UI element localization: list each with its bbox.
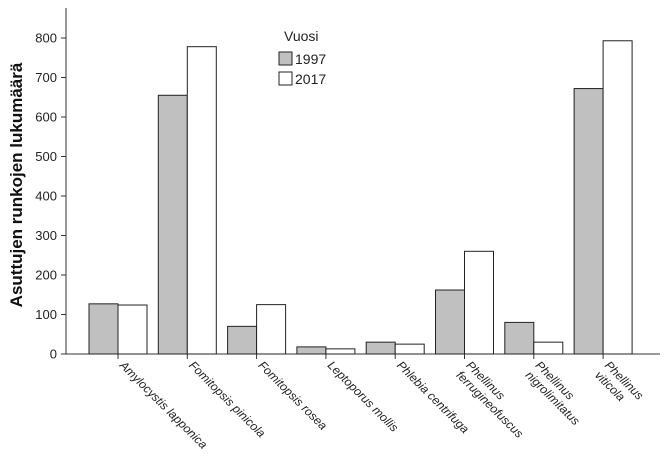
- bar-1997: [435, 289, 465, 355]
- category-label-line: Fomitopsis pinicola: [186, 358, 268, 440]
- legend-swatch-1997: [278, 51, 293, 66]
- category-label-line: Fomitopsis rosea: [255, 358, 330, 433]
- legend-swatch-2017: [278, 71, 293, 86]
- category-label: Leptoporus mollis: [325, 358, 401, 434]
- category-label: Fomitopsis rosea: [255, 358, 330, 433]
- y-axis-label: Asuttujen runkojen lukumäärä: [7, 62, 26, 307]
- y-tick-label: 300: [35, 228, 57, 243]
- category-label: Phellinusviticola: [592, 358, 646, 412]
- bars: [88, 40, 633, 355]
- legend-label-1997: 1997: [295, 51, 326, 67]
- axes: 0 100 200 300 400 500 600 700 800: [35, 8, 660, 362]
- y-tick-label: 100: [35, 307, 57, 322]
- bar-1997: [157, 94, 188, 355]
- y-tick-label: 800: [35, 31, 57, 46]
- bar-2017: [256, 304, 287, 355]
- legend-title: Vuosi: [284, 28, 319, 44]
- bar-1997: [227, 325, 258, 355]
- bar-2017: [602, 40, 633, 355]
- y-tick-label: 700: [35, 70, 57, 85]
- category-label: Fomitopsis pinicola: [186, 358, 268, 440]
- y-tick-label: 600: [35, 110, 57, 125]
- y-tick-label: 200: [35, 268, 57, 283]
- legend: Vuosi 1997 2017: [278, 28, 326, 87]
- bar-2017: [394, 343, 425, 355]
- bar-1997: [296, 346, 327, 355]
- category-label: Phellinusnigrolimitatus: [523, 358, 593, 428]
- y-tick-label: 0: [50, 347, 57, 362]
- bar-1997: [88, 303, 119, 355]
- bar-1997: [365, 341, 396, 355]
- bar-2017: [117, 304, 148, 355]
- bar-2017: [186, 46, 217, 355]
- bar-1997: [504, 321, 535, 355]
- legend-label-2017: 2017: [295, 71, 326, 87]
- y-tick-label: 500: [35, 149, 57, 164]
- category-label-line: Leptoporus mollis: [325, 358, 401, 434]
- bar-2017: [464, 250, 494, 355]
- bar-2017: [533, 341, 564, 355]
- bar-1997: [573, 88, 604, 355]
- y-tick-label: 400: [35, 189, 57, 204]
- bar-2017: [325, 348, 356, 355]
